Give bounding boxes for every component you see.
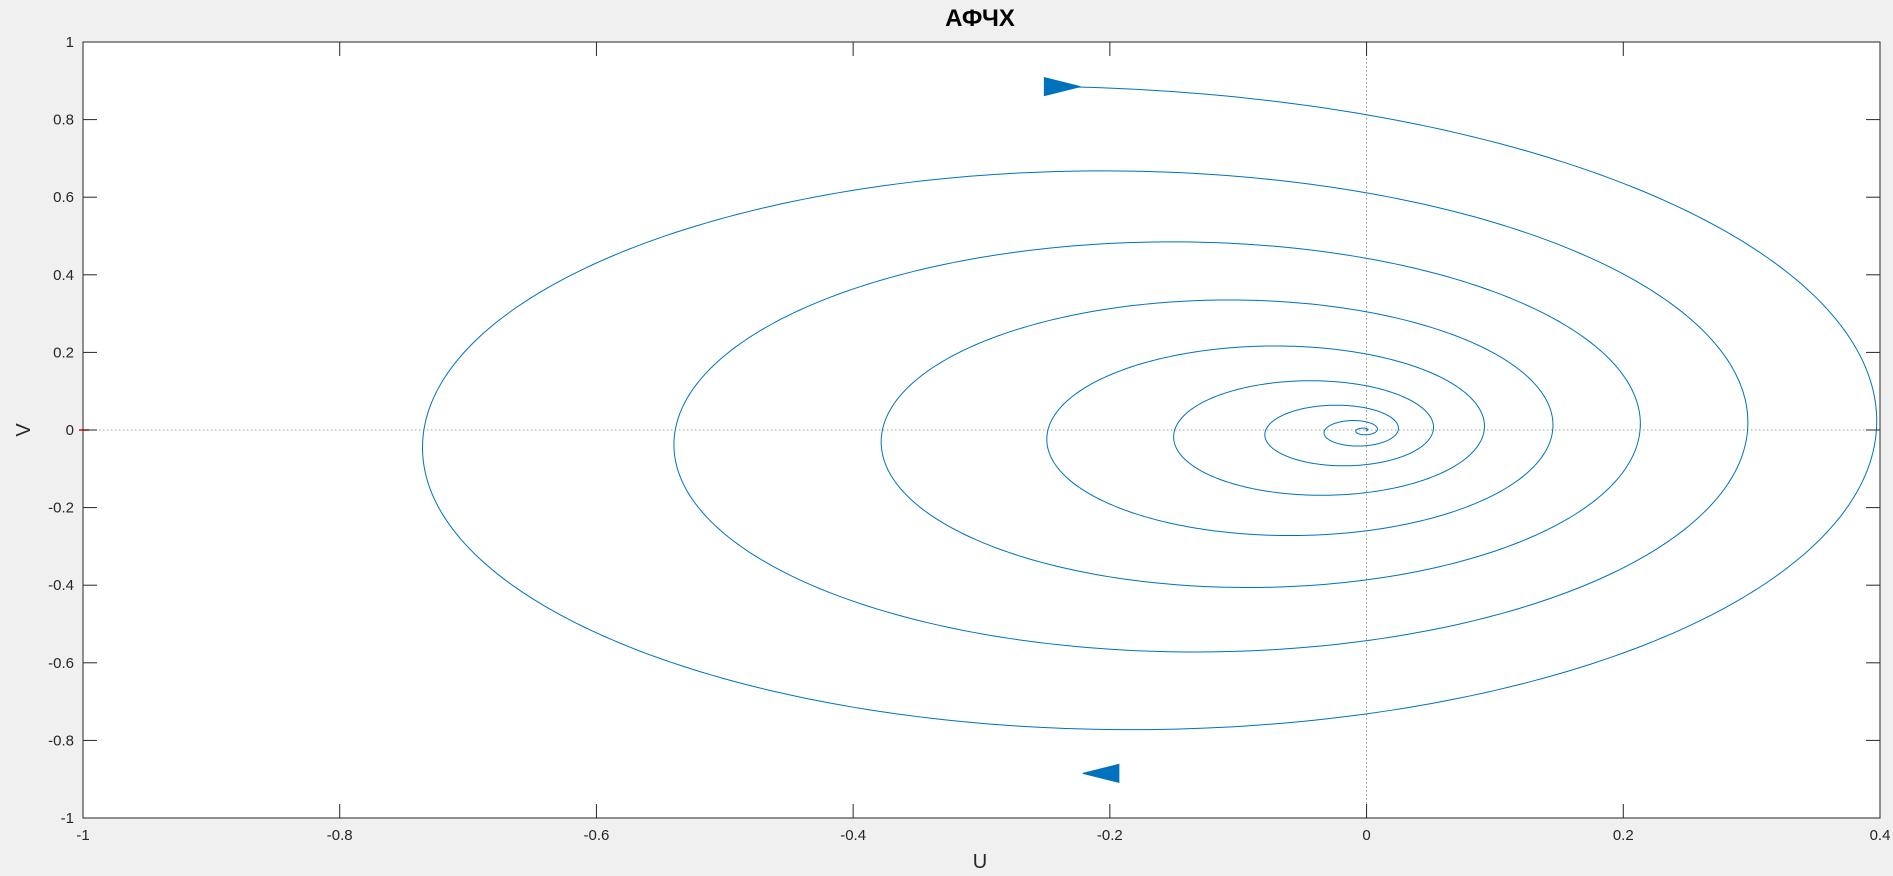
direction-arrow	[1043, 76, 1081, 97]
y-tick-label: -0.6	[48, 655, 74, 672]
direction-arrow	[1082, 763, 1120, 784]
x-tick-label: -0.4	[840, 827, 866, 844]
y-tick-label: 0.8	[53, 112, 74, 129]
y-tick-labels: -1 -0.8 -0.6 -0.4 -0.2 0 0.2 0.4 0.6 0.8 1	[48, 34, 74, 827]
curve-group	[422, 86, 1878, 731]
y-axis-label: V	[13, 423, 35, 437]
x-tick-label: 0.4	[1870, 827, 1891, 844]
x-tick-label: -0.6	[583, 827, 609, 844]
x-axis-label: U	[973, 851, 987, 873]
arrow-group	[1043, 76, 1120, 784]
x-tick-label: 0.2	[1613, 827, 1634, 844]
y-tick-label: -0.8	[48, 732, 74, 749]
x-tick-label: -0.8	[327, 827, 353, 844]
x-tick-label: -1	[76, 827, 89, 844]
chart-title: АФЧХ	[945, 5, 1015, 32]
y-tick-label: -1	[61, 810, 74, 827]
y-tick-label: -0.2	[48, 500, 74, 517]
y-tick-label: 0.4	[53, 267, 74, 284]
y-tick-label: -0.4	[48, 577, 74, 594]
tick-marks	[82, 41, 1881, 819]
x-tick-labels: -1 -0.8 -0.6 -0.4 -0.2 0 0.2 0.4	[76, 827, 1890, 844]
axes-background	[83, 42, 1880, 818]
y-tick-label: 0.6	[53, 189, 74, 206]
x-tick-label: -0.2	[1097, 827, 1123, 844]
nyquist-curve	[422, 86, 1878, 731]
y-tick-label: 0	[66, 422, 74, 439]
x-tick-label: 0	[1362, 827, 1370, 844]
y-tick-label: 1	[66, 34, 74, 51]
y-tick-label: 0.2	[53, 344, 74, 361]
